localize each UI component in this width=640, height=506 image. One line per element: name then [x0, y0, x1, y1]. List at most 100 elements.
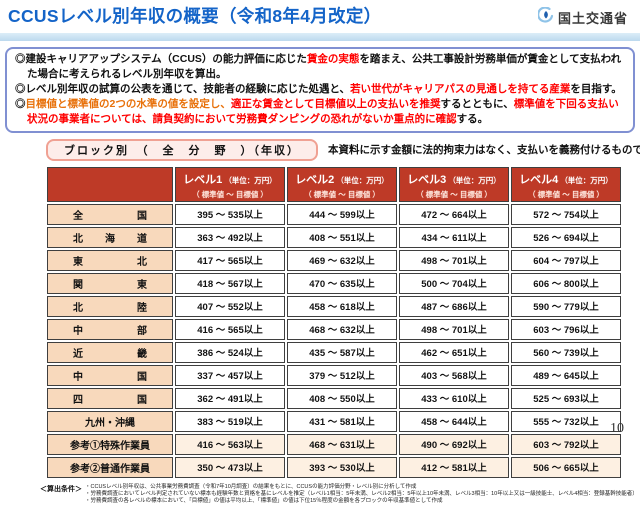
row-label: 参考①特殊作業員: [47, 433, 173, 455]
income-cell: 393 ～ 530以上: [287, 456, 397, 478]
income-cell: 444 ～ 599以上: [287, 203, 397, 225]
income-cell: 408 ～ 550以上: [287, 387, 397, 409]
bullet-text-emphasis: 賃金の実態: [306, 53, 360, 65]
income-cell: 468 ～ 632以上: [287, 318, 397, 340]
corner-cell: [47, 166, 173, 202]
bullet-text-emphasis: 標準値を下回る支払い状況の事業者については、請負契約において労務費ダンピングの恐…: [27, 97, 619, 125]
income-cell: 416 ～ 563以上: [175, 433, 285, 455]
row-label: 全国: [47, 203, 173, 225]
income-cell: 337 ～ 457以上: [175, 364, 285, 386]
income-cell: 604 ～ 797以上: [511, 249, 621, 271]
block-category-label: ブロック別 （ 全 分 野 ）（年収）: [46, 138, 318, 161]
income-cell: 498 ～ 701以上: [399, 318, 509, 340]
income-cell: 379 ～ 512以上: [287, 364, 397, 386]
row-label: 中部: [47, 318, 173, 340]
table-row-chubu: 中部 416 ～ 565以上 468 ～ 632以上 498 ～ 701以上 6…: [47, 318, 621, 340]
income-cell: 395 ～ 535以上: [175, 203, 285, 225]
row-label: 参考②普通作業員: [47, 456, 173, 478]
row-label: 北陸: [47, 295, 173, 317]
income-cell: 458 ～ 618以上: [287, 295, 397, 317]
income-cell: 462 ～ 651以上: [399, 341, 509, 363]
income-cell: 525 ～ 693以上: [511, 387, 621, 409]
bullet-text: ◎建設キャリアアップシステム（CCUS）の能力評価に応じた: [15, 53, 307, 65]
income-cell: 472 ～ 664以上: [399, 203, 509, 225]
table-row-kinki: 近畿 386 ～ 524以上 435 ～ 587以上 462 ～ 651以上 5…: [47, 341, 621, 363]
income-table: レベル1 （単位：万円）（ 標準値 ～ 目標値 ） レベル2 （単位：万円）（ 標準…: [45, 165, 623, 480]
level-name: レベル1: [183, 173, 223, 186]
income-cell: 560 ～ 739以上: [511, 341, 621, 363]
row-label: 九州・沖縄: [47, 410, 173, 432]
bullet-text: ◎: [15, 97, 26, 110]
level-name: レベル2: [295, 173, 335, 186]
income-cell: 468 ～ 631以上: [287, 433, 397, 455]
calculation-conditions: ＜算出条件＞ ・CCUSレベル別年収は、公共事業労務費調査（令和7年10月調査）…: [40, 484, 638, 506]
income-cell: 363 ～ 492以上: [175, 226, 285, 248]
bullet-text: を踏まえ、公共工事設計労務単価が賃金として支払われた場合に考えられるレベル別年収…: [27, 53, 622, 80]
level-unit: （単位：万円）: [224, 175, 277, 185]
table-row-shikoku: 四国 362 ～ 491以上 408 ～ 550以上 433 ～ 610以上 5…: [47, 387, 621, 409]
income-cell: 433 ～ 610以上: [399, 387, 509, 409]
bullet-text: ◎レベル別年収の試算の公表を通じて、技能者の経験に応じた処遇と、: [15, 82, 351, 95]
income-cell: 350 ～ 473以上: [175, 456, 285, 478]
income-cell: 407 ～ 552以上: [175, 295, 285, 317]
table-row-kyushu-okinawa: 九州・沖縄 383 ～ 519以上 431 ～ 581以上 458 ～ 644以…: [47, 410, 621, 432]
mlit-logo-icon: [537, 6, 554, 28]
agency-name: 国土交通省: [557, 11, 628, 26]
table-row-hokkaido: 北海道 363 ～ 492以上 408 ～ 551以上 434 ～ 611以上 …: [47, 226, 621, 248]
income-cell: 590 ～ 779以上: [511, 295, 621, 317]
level-name: レベル4: [519, 173, 559, 186]
footnote-line: ・労務費調査の各レベルの標本において、「目標値」の値は平均以上、「標準値」の値は…: [85, 498, 443, 505]
income-cell: 435 ～ 587以上: [287, 341, 397, 363]
footnote-line: ・CCUSレベル別年収は、公共事業労務費調査（令和7年10月調査）の結果をもとに…: [85, 483, 417, 490]
income-cell: 506 ～ 665以上: [511, 456, 621, 478]
table-row-hokuriku: 北陸 407 ～ 552以上 458 ～ 618以上 487 ～ 686以上 5…: [47, 295, 621, 317]
income-cell: 416 ～ 565以上: [175, 318, 285, 340]
summary-box: ◎建設キャリアアップシステム（CCUS）の能力評価に応じた賃金の実態を踏まえ、公…: [5, 47, 635, 133]
income-cell: 500 ～ 704以上: [399, 272, 509, 294]
table-row-kanto: 関東 418 ～ 567以上 470 ～ 635以上 500 ～ 704以上 6…: [47, 272, 621, 294]
income-cell: 555 ～ 732以上: [511, 410, 621, 432]
table-caption-row: ブロック別 （ 全 分 野 ）（年収） 本資料に示す金額に法的拘束力はなく、支払…: [46, 138, 640, 161]
income-cell: 431 ～ 581以上: [287, 410, 397, 432]
level-4-header: レベル4 （単位：万円） （ 標準値 ～ 目標値 ）: [511, 166, 621, 202]
income-cell: 572 ～ 754以上: [511, 203, 621, 225]
income-cell: 383 ～ 519以上: [175, 410, 285, 432]
level-unit: （単位：万円）: [560, 175, 613, 185]
page-number: 10: [610, 421, 624, 436]
income-cell: 434 ～ 611以上: [399, 226, 509, 248]
income-cell: 603 ～ 796以上: [511, 318, 621, 340]
income-cell: 470 ～ 635以上: [287, 272, 397, 294]
bullet-text-emphasis: 目標値と標準値の2つの水準の値を設定し、: [25, 97, 231, 110]
income-cell: 490 ～ 692以上: [399, 433, 509, 455]
table-row-chugoku: 中国 337 ～ 457以上 379 ～ 512以上 403 ～ 568以上 4…: [47, 364, 621, 386]
level-unit: （単位：万円）: [448, 175, 501, 185]
income-cell: 386 ～ 524以上: [175, 341, 285, 363]
level-1-header: レベル1 （単位：万円） （ 標準値 ～ 目標値 ）: [175, 166, 285, 202]
summary-bullet-1: ◎建設キャリアアップシステム（CCUS）の能力評価に応じた賃金の実態を踏まえ、公…: [15, 52, 625, 82]
table-header-row: レベル1 （単位：万円）（ 標準値 ～ 目標値 ） レベル2 （単位：万円）（ 標準…: [47, 166, 621, 202]
bullet-text-emphasis: 若い世代がキャリアパスの見通しを持てる産業: [350, 82, 571, 95]
summary-bullet-3: ◎目標値と標準値の2つの水準の値を設定し、適正な賃金として目標値以上の支払いを推…: [15, 97, 625, 127]
level-range-label: （ 標準値 ～ 目標値 ）: [416, 189, 492, 199]
bullet-text: を目指す。: [570, 82, 622, 95]
row-label: 東北: [47, 249, 173, 271]
table-row-ref-special-worker: 参考①特殊作業員 416 ～ 563以上 468 ～ 631以上 490 ～ 6…: [47, 433, 621, 455]
row-label: 関東: [47, 272, 173, 294]
income-cell: 408 ～ 551以上: [287, 226, 397, 248]
level-2-header: レベル2 （単位：万円） （ 標準値 ～ 目標値 ）: [287, 166, 397, 202]
level-range-label: （ 標準値 ～ 目標値 ）: [192, 189, 268, 199]
table-row-tohoku: 東北 417 ～ 565以上 469 ～ 632以上 498 ～ 701以上 6…: [47, 249, 621, 271]
footnote-line: ・労務費調査においてレベル判定されていない標本も経験年数と資格を基にレベルを推定…: [85, 490, 638, 497]
table-row-ref-ordinary-worker: 参考②普通作業員 350 ～ 473以上 393 ～ 530以上 412 ～ 5…: [47, 456, 621, 478]
income-cell: 606 ～ 800以上: [511, 272, 621, 294]
income-cell: 362 ～ 491以上: [175, 387, 285, 409]
income-cell: 526 ～ 694以上: [511, 226, 621, 248]
footnote-heading: ＜算出条件＞: [40, 485, 82, 493]
income-cell: 418 ～ 567以上: [175, 272, 285, 294]
income-cell: 489 ～ 645以上: [511, 364, 621, 386]
legal-note: 本資料に示す金額に法的拘束力はなく、支払いを義務付けるものではない。: [328, 144, 640, 157]
bullet-text: するとともに、: [440, 97, 514, 110]
header-divider-band: [0, 33, 640, 41]
income-cell: 403 ～ 568以上: [399, 364, 509, 386]
row-label: 中国: [47, 364, 173, 386]
